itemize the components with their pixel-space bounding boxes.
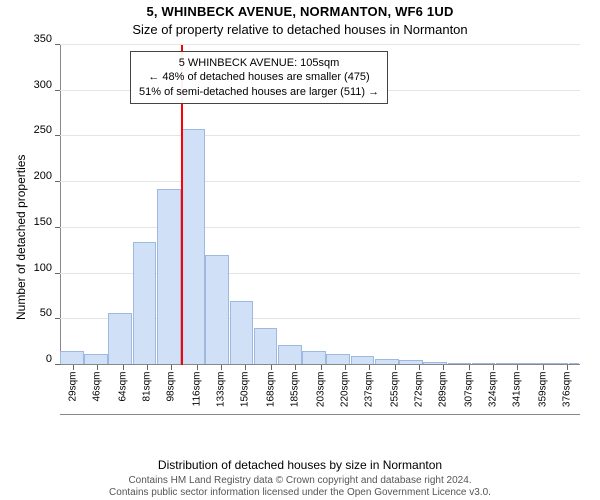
- histogram-bar: [108, 313, 132, 365]
- x-tick-label: 324sqm: [488, 372, 499, 420]
- x-tick-label: 220sqm: [339, 372, 350, 420]
- y-tick-mark: [55, 90, 60, 91]
- x-tick-label: 376sqm: [562, 372, 573, 420]
- y-axis-line: [60, 45, 61, 365]
- x-tick-mark: [197, 365, 198, 370]
- y-tick-mark: [55, 227, 60, 228]
- y-tick-mark: [55, 181, 60, 182]
- annotation-line: 5 WHINBECK AVENUE: 105sqm: [139, 56, 379, 70]
- footer-line-2: Contains public sector information licen…: [0, 487, 600, 499]
- x-tick-mark: [321, 365, 322, 370]
- x-tick-mark: [493, 365, 494, 370]
- y-tick-label: 150: [12, 216, 52, 228]
- x-tick-mark: [245, 365, 246, 370]
- y-tick-mark: [55, 273, 60, 274]
- histogram-bar: [230, 301, 254, 365]
- gridline-h: [60, 135, 580, 136]
- x-tick-mark: [345, 365, 346, 370]
- x-tick-label: 116sqm: [191, 372, 202, 420]
- chart-plot-area: 05010015020025030035029sqm46sqm64sqm81sq…: [60, 45, 580, 415]
- y-tick-label: 0: [12, 353, 52, 365]
- x-tick-label: 133sqm: [215, 372, 226, 420]
- gridline-h: [60, 181, 580, 182]
- x-tick-mark: [97, 365, 98, 370]
- histogram-bar: [181, 129, 205, 365]
- x-tick-label: 81sqm: [141, 372, 152, 420]
- y-tick-label: 100: [12, 262, 52, 274]
- x-tick-mark: [171, 365, 172, 370]
- x-tick-label: 64sqm: [117, 372, 128, 420]
- histogram-bar: [302, 351, 326, 365]
- gridline-h: [60, 44, 580, 45]
- x-tick-label: 98sqm: [166, 372, 177, 420]
- y-tick-mark: [55, 44, 60, 45]
- x-tick-mark: [517, 365, 518, 370]
- histogram-bar: [278, 345, 302, 365]
- x-tick-label: 203sqm: [315, 372, 326, 420]
- x-tick-label: 46sqm: [92, 372, 103, 420]
- gridline-h: [60, 227, 580, 228]
- histogram-bar: [60, 351, 84, 365]
- histogram-bar: [205, 255, 229, 365]
- y-tick-mark: [55, 318, 60, 319]
- annotation-line: ← 48% of detached houses are smaller (47…: [139, 70, 379, 84]
- x-tick-mark: [567, 365, 568, 370]
- x-tick-mark: [469, 365, 470, 370]
- x-tick-mark: [295, 365, 296, 370]
- x-tick-mark: [443, 365, 444, 370]
- y-tick-label: 50: [12, 307, 52, 319]
- x-tick-label: 185sqm: [290, 372, 301, 420]
- x-tick-label: 255sqm: [389, 372, 400, 420]
- x-tick-mark: [419, 365, 420, 370]
- x-tick-label: 359sqm: [537, 372, 548, 420]
- x-tick-mark: [271, 365, 272, 370]
- histogram-bar: [254, 328, 278, 365]
- x-tick-mark: [369, 365, 370, 370]
- y-tick-label: 300: [12, 79, 52, 91]
- x-tick-label: 289sqm: [438, 372, 449, 420]
- y-tick-label: 200: [12, 170, 52, 182]
- x-tick-label: 150sqm: [240, 372, 251, 420]
- footer-line-1: Contains HM Land Registry data © Crown c…: [0, 475, 600, 487]
- x-tick-label: 237sqm: [364, 372, 375, 420]
- x-tick-mark: [221, 365, 222, 370]
- histogram-bar: [157, 189, 181, 365]
- x-axis-baseline: [60, 364, 580, 365]
- x-axis-label: Distribution of detached houses by size …: [0, 458, 600, 472]
- x-tick-mark: [147, 365, 148, 370]
- x-tick-label: 272sqm: [414, 372, 425, 420]
- y-tick-label: 350: [12, 33, 52, 45]
- x-tick-mark: [73, 365, 74, 370]
- x-tick-mark: [543, 365, 544, 370]
- x-tick-label: 29sqm: [67, 372, 78, 420]
- page-title-subtitle: Size of property relative to detached ho…: [0, 22, 600, 37]
- x-tick-mark: [395, 365, 396, 370]
- histogram-bar: [133, 242, 157, 365]
- x-tick-label: 168sqm: [265, 372, 276, 420]
- page-title-address: 5, WHINBECK AVENUE, NORMANTON, WF6 1UD: [0, 4, 600, 19]
- x-tick-label: 341sqm: [512, 372, 523, 420]
- y-tick-mark: [55, 135, 60, 136]
- x-tick-mark: [123, 365, 124, 370]
- annotation-box: 5 WHINBECK AVENUE: 105sqm← 48% of detach…: [130, 51, 388, 104]
- footer-attribution: Contains HM Land Registry data © Crown c…: [0, 475, 600, 498]
- y-tick-label: 250: [12, 124, 52, 136]
- x-tick-label: 307sqm: [463, 372, 474, 420]
- annotation-line: 51% of semi-detached houses are larger (…: [139, 85, 379, 99]
